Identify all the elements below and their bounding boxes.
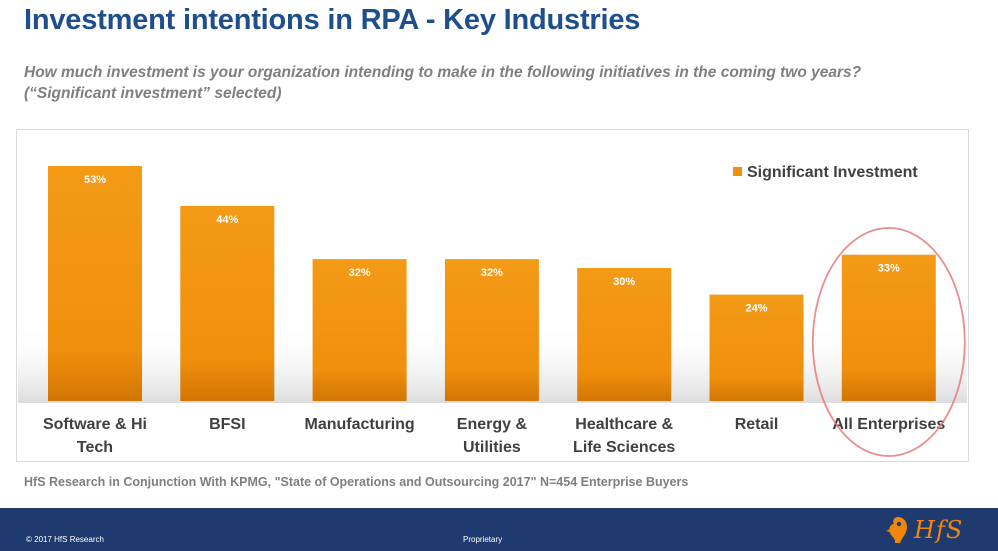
category-label: Manufacturing	[304, 416, 414, 433]
category-label: Healthcare &	[575, 416, 673, 433]
legend-swatch	[733, 167, 742, 176]
bar-4	[577, 268, 672, 401]
bar-value-label: 44%	[216, 214, 238, 226]
bar-value-label: 53%	[84, 174, 106, 186]
category-label: Tech	[77, 439, 113, 456]
category-label: BFSI	[209, 416, 245, 433]
bar-5	[709, 294, 804, 401]
bar-value-label: 32%	[349, 267, 371, 279]
proprietary-text: Proprietary	[463, 535, 503, 544]
subtitle-question: How much investment is your organization…	[24, 64, 862, 81]
legend-label: Significant Investment	[747, 164, 918, 181]
logo-text: HfS	[914, 516, 964, 544]
bar-value-label: 32%	[481, 267, 503, 279]
category-label: Software & Hi	[43, 416, 147, 433]
hfs-bird-logo-icon	[886, 517, 907, 543]
hfs-logo: HfS	[886, 514, 963, 546]
category-label: Energy &	[457, 416, 528, 433]
bar-value-label: 30%	[613, 276, 635, 288]
category-label: All Enterprises	[832, 416, 945, 433]
page-title: Investment intentions in RPA - Key Indus…	[24, 4, 641, 36]
bar-chart: 53% 44% 32% 32% 30% 24% 33% Software & Hi Tech B…	[18, 164, 967, 457]
highlight-circle	[811, 227, 966, 457]
bar-3	[444, 259, 539, 401]
bar-1	[180, 205, 275, 401]
chart-legend: Significant Investment	[733, 164, 918, 181]
page-subtitle: How much investment is your organization…	[24, 62, 954, 104]
chart-area: 53% 44% 32% 32% 30% 24% 33% Software & Hi Tech B…	[16, 129, 969, 462]
bar-0	[48, 166, 142, 401]
bar-2	[312, 259, 407, 401]
bar-value-label: 33%	[878, 263, 900, 275]
copyright-text: © 2017 HfS Research	[26, 535, 104, 544]
bar-6	[841, 254, 936, 401]
subtitle-note: (“Significant investment” selected)	[24, 85, 282, 102]
category-label: Life Sciences	[573, 439, 675, 456]
category-label: Retail	[735, 416, 779, 433]
category-label: Utilities	[463, 439, 521, 456]
bar-value-label: 24%	[745, 303, 767, 315]
footer-bar: © 2017 HfS Research Proprietary HfS	[0, 508, 998, 551]
source-note: HfS Research in Conjunction With KPMG, "…	[24, 475, 689, 489]
